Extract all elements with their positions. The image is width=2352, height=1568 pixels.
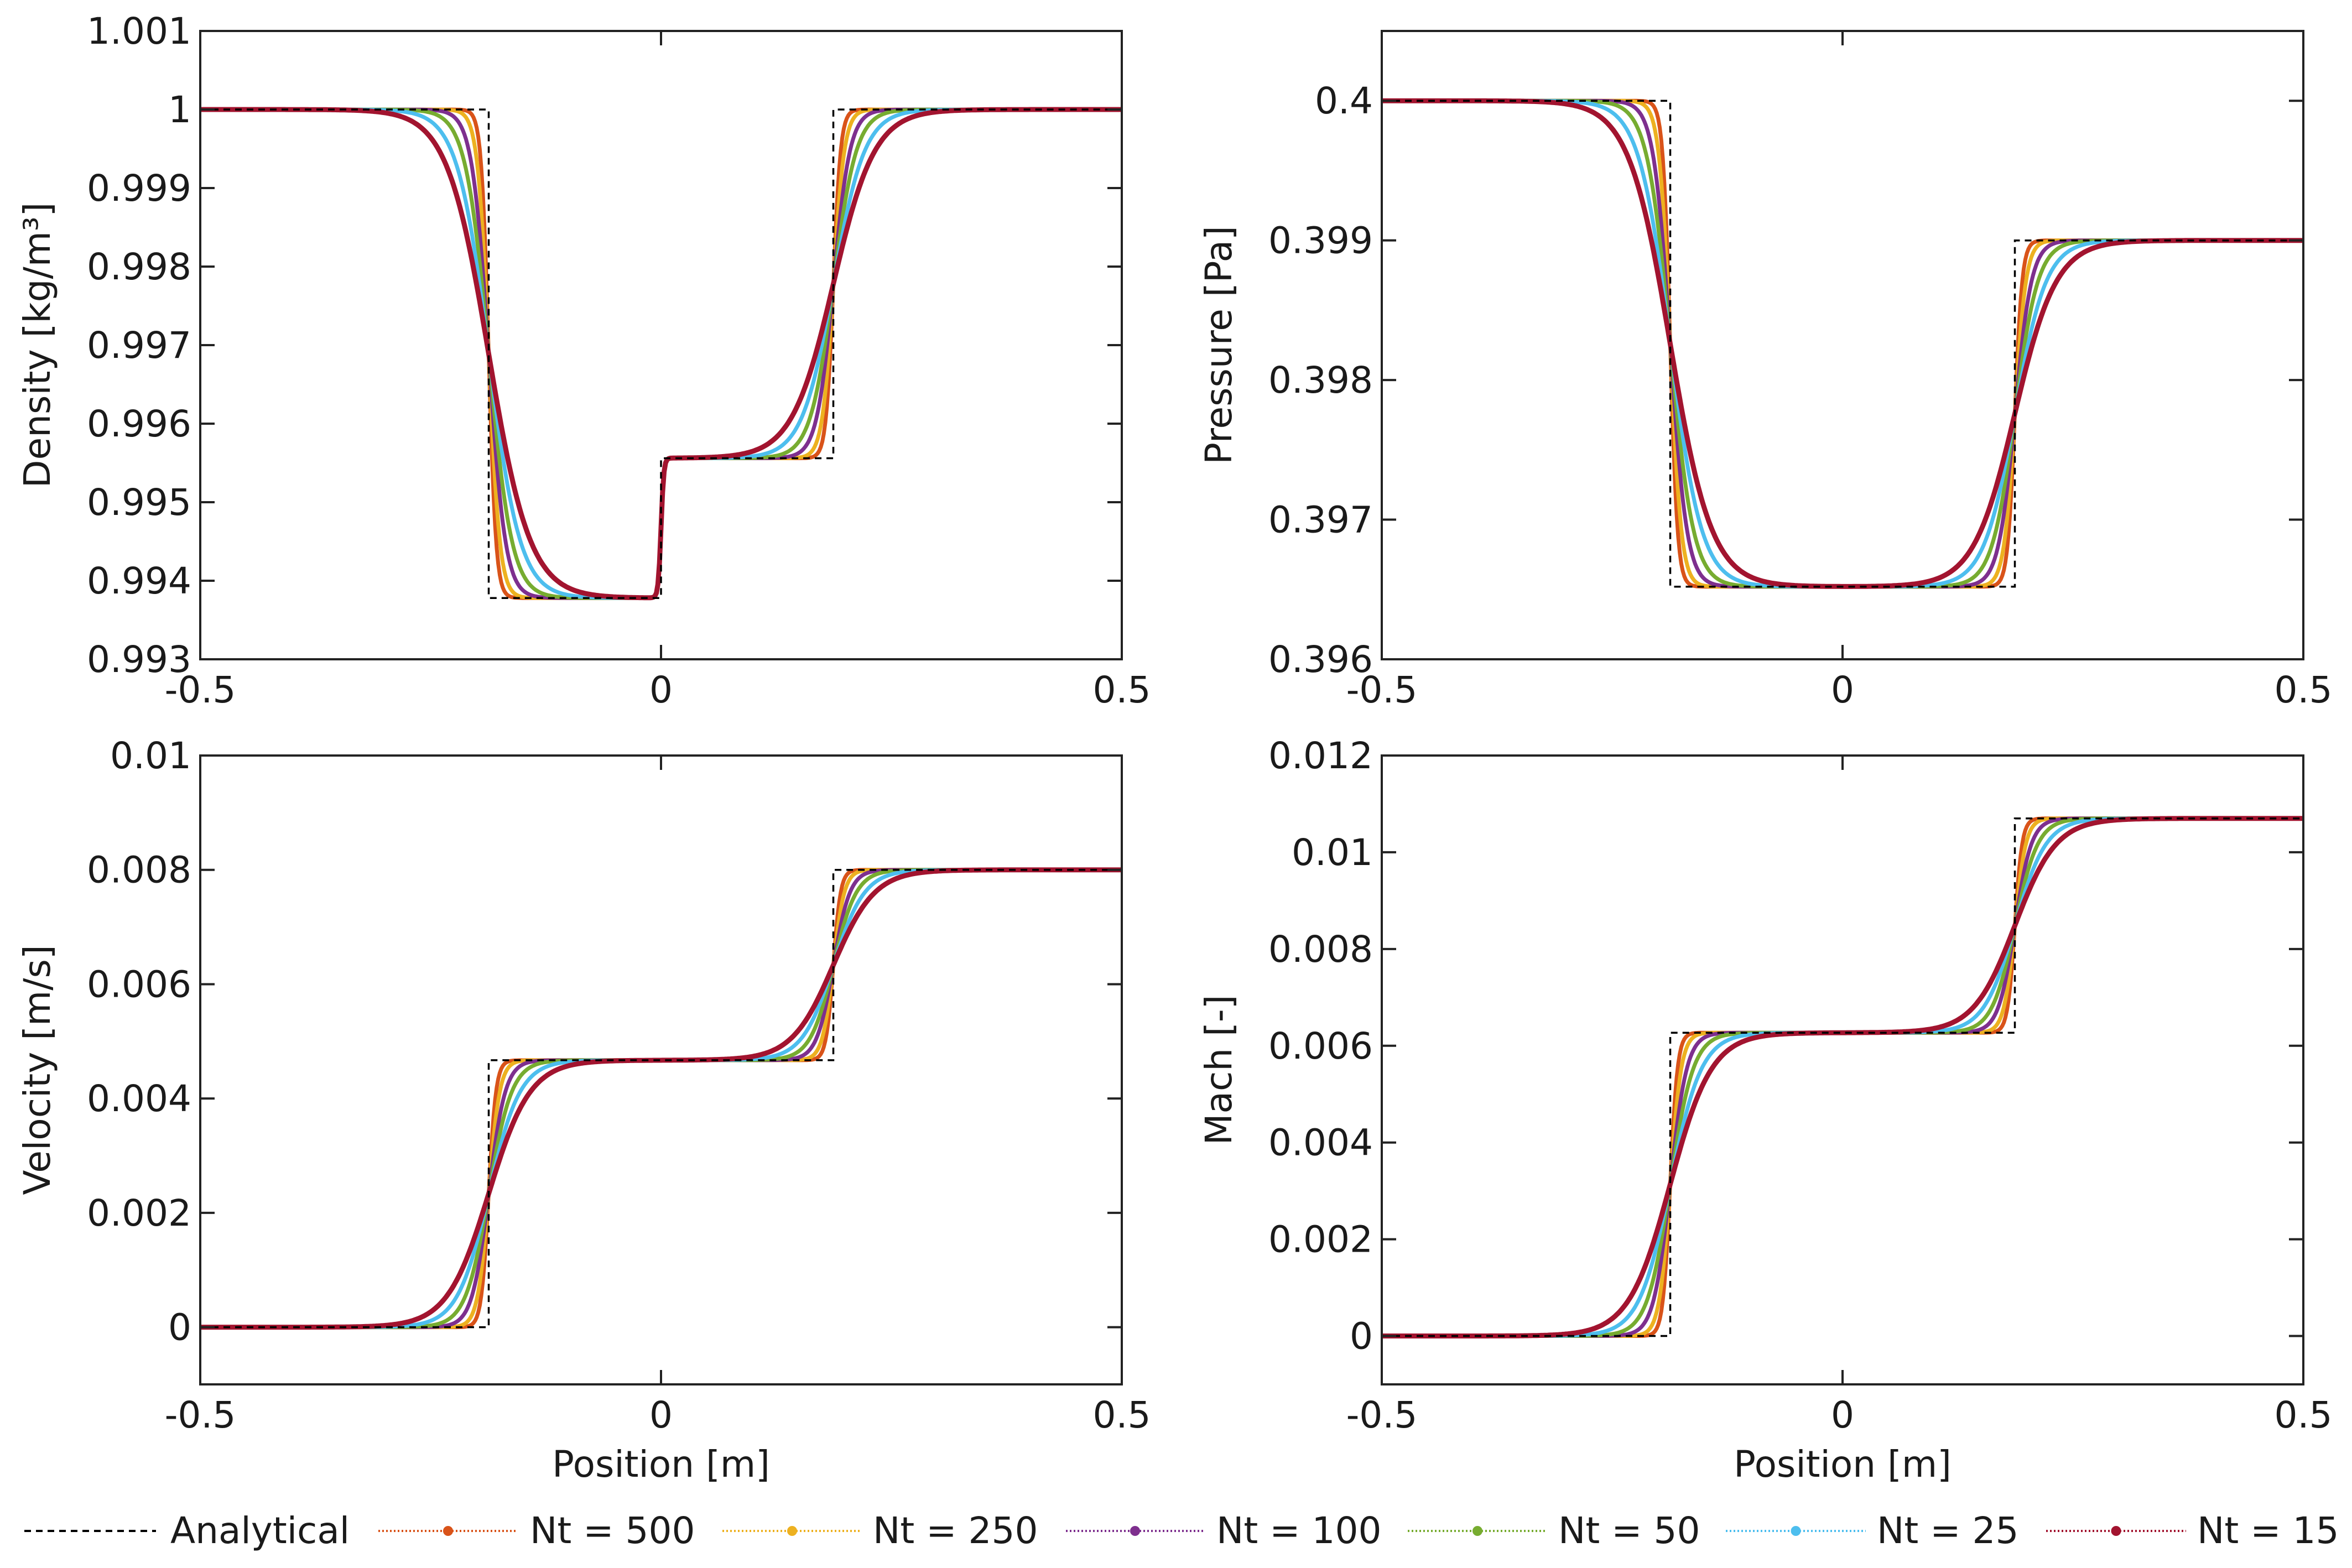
legend-marker [787, 1526, 797, 1536]
ytick-label: 0.002 [87, 1192, 191, 1234]
series-line-nt100 [1382, 98, 2303, 589]
xtick-label: 0 [649, 1394, 673, 1436]
series-line-nt25 [200, 868, 1122, 1330]
series-line-nt500 [200, 868, 1122, 1330]
series-line-nt15 [1382, 816, 2303, 1338]
series-line-nt250 [200, 868, 1122, 1330]
legend-item-nt25: Nt = 25 [1726, 1509, 2019, 1552]
panel-pressure: 0.396 0.397 0.398 0.399 0.4 -0.5 0 0.5 Pressure … [1198, 30, 2333, 711]
xtick-label: -0.5 [165, 1394, 236, 1436]
ytick-label: 0.008 [1268, 928, 1373, 971]
plot-frame [1381, 30, 2304, 660]
ytick-label: 0.397 [1268, 499, 1373, 541]
xlabel: Position [m] [1734, 1443, 1952, 1486]
ylabel: Pressure [Pa] [1198, 226, 1240, 465]
analytical-line [200, 868, 1122, 1329]
ytick-label: 0.012 [1268, 734, 1373, 777]
ytick-label: 0.4 [1315, 80, 1373, 122]
ytick-label: 0.396 [1268, 638, 1373, 681]
legend-marker [1472, 1526, 1482, 1536]
ytick-label: 0.998 [87, 246, 191, 288]
legend-label: Nt = 25 [1877, 1509, 2019, 1552]
xlabel: Position [m] [552, 1443, 770, 1486]
ytick-label: 0.004 [1268, 1122, 1373, 1164]
series-line-nt15 [200, 867, 1122, 1330]
legend-label: Nt = 250 [873, 1509, 1038, 1552]
series-line-nt250 [1382, 816, 2303, 1338]
ytick-label: 0.006 [87, 963, 191, 1006]
legend-item-nt250: Nt = 250 [722, 1509, 1038, 1552]
legend-label: Nt = 50 [1558, 1509, 1700, 1552]
series-line-nt50 [1382, 98, 2303, 589]
ytick-label: 0.002 [1268, 1218, 1373, 1261]
ylabel: Density [kg/m³] [16, 202, 59, 488]
legend-marker [2111, 1526, 2121, 1536]
xtick-label: 0.5 [2275, 1394, 2333, 1436]
ytick-label: 0.995 [87, 481, 191, 524]
legend-marker [443, 1526, 453, 1536]
ytick-label: 0.993 [87, 638, 191, 681]
xtick-label: 0 [649, 669, 673, 711]
ylabel: Velocity [m/s] [16, 945, 59, 1195]
panel-density: 0.993 0.994 0.995 0.996 0.997 0.998 0.999 1 1.00… [16, 10, 1151, 711]
legend-item-nt50: Nt = 50 [1408, 1509, 1700, 1552]
series-line-nt50 [1382, 816, 2303, 1338]
analytical-line [200, 108, 1122, 599]
analytical-line [1382, 100, 2303, 588]
legend-marker [1130, 1526, 1140, 1536]
ytick-label: 1 [168, 88, 191, 131]
plot-frame [1381, 754, 2304, 1385]
ytick-label: 0.999 [87, 167, 191, 210]
analytical-line [1382, 817, 2303, 1337]
ytick-label: 1.001 [87, 10, 191, 53]
ytick-label: 0.398 [1268, 359, 1373, 402]
ytick-label: 0 [168, 1306, 191, 1349]
ytick-label: 0.399 [1268, 220, 1373, 262]
xtick-label: -0.5 [1346, 669, 1418, 711]
xtick-label: 0.5 [1093, 1394, 1151, 1436]
ytick-label: 0.008 [87, 849, 191, 892]
ytick-label: 0.006 [1268, 1025, 1373, 1067]
series-line-nt500 [1382, 98, 2303, 589]
series-line-nt50 [200, 868, 1122, 1330]
legend-label: Nt = 15 [2197, 1509, 2339, 1552]
ytick-label: 0.994 [87, 560, 191, 602]
series-line-nt250 [1382, 98, 2303, 589]
xtick-label: 0.5 [2275, 669, 2333, 711]
series-line-nt25 [1382, 98, 2303, 589]
legend: Analytical Nt = 500 Nt = 250 Nt = 100 Nt = 5… [24, 1509, 2339, 1552]
ytick-label: 0.996 [87, 403, 191, 445]
legend-item-nt100: Nt = 100 [1066, 1509, 1381, 1552]
series-line-nt25 [1382, 816, 2303, 1338]
series-line-nt15 [1382, 98, 2303, 589]
legend-item-nt15: Nt = 15 [2046, 1509, 2339, 1552]
panel-velocity: 0 0.002 0.004 0.006 0.008 0.01 -0.5 0 0.5 Velocit… [16, 734, 1151, 1486]
series-line-nt100 [1382, 816, 2303, 1338]
xtick-label: 0 [1831, 1394, 1854, 1436]
legend-label: Nt = 100 [1216, 1509, 1381, 1552]
ytick-label: 0.997 [87, 324, 191, 367]
xtick-label: 0 [1831, 669, 1854, 711]
legend-marker [1791, 1526, 1801, 1536]
panel-mach: 0 0.002 0.004 0.006 0.008 0.01 0.012 -0.5 0 0.5 Ma… [1198, 734, 2332, 1486]
xtick-label: -0.5 [1346, 1394, 1418, 1436]
xtick-label: 0.5 [1093, 669, 1151, 711]
ytick-label: 0 [1350, 1315, 1373, 1358]
xtick-label: -0.5 [165, 669, 236, 711]
legend-item-analytical: Analytical [24, 1509, 350, 1552]
series-line-nt100 [200, 868, 1122, 1330]
plot-frame [199, 754, 1123, 1385]
ytick-label: 0.004 [87, 1077, 191, 1120]
series-line-nt500 [1382, 816, 2303, 1338]
legend-item-nt500: Nt = 500 [378, 1509, 695, 1552]
legend-label: Analytical [170, 1509, 350, 1552]
ytick-label: 0.01 [1292, 831, 1373, 874]
legend-label: Nt = 500 [530, 1509, 695, 1552]
ytick-label: 0.01 [110, 734, 191, 777]
ylabel: Mach [-] [1198, 995, 1240, 1145]
